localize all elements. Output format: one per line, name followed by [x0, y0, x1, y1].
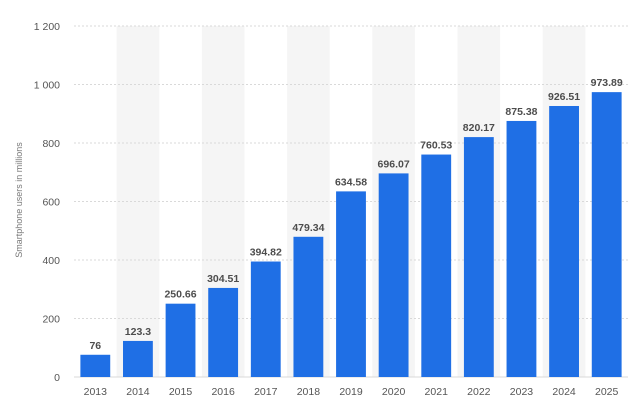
- bar-2019: [336, 191, 366, 377]
- value-labels: 76 123.3 250.66 304.51 394.82 479.34 634.58 696…: [89, 77, 622, 352]
- x-tick-label-2013: 2013: [84, 386, 108, 398]
- y-tick-label: 0: [54, 372, 60, 384]
- value-label-2021: 760.53: [420, 140, 452, 152]
- value-label-2018: 479.34: [292, 222, 324, 234]
- x-tick-label-2021: 2021: [425, 386, 449, 398]
- bar-2025: [591, 92, 622, 377]
- bar-2013: [80, 354, 111, 377]
- x-tick-label-2019: 2019: [339, 386, 363, 398]
- value-label-2024: 926.51: [548, 91, 580, 103]
- y-tick-label: 200: [42, 314, 60, 326]
- bar-2022: [463, 137, 494, 377]
- value-label-2017: 394.82: [250, 247, 282, 259]
- bar-2016: [208, 287, 239, 377]
- value-label-2022: 820.17: [463, 122, 495, 134]
- x-tick-label-2014: 2014: [126, 386, 150, 398]
- x-axis-ticks: 2013 2014 2015 2016 2017 2018 2019 2020 2021 2022…: [84, 386, 619, 398]
- bars: [80, 92, 622, 378]
- value-label-2015: 250.66: [164, 289, 196, 301]
- bar-2017: [250, 261, 281, 377]
- x-tick-label-2016: 2016: [211, 386, 235, 398]
- value-label-2025: 973.89: [591, 77, 623, 89]
- value-label-2014: 123.3: [125, 326, 151, 338]
- bar-2024: [549, 105, 579, 378]
- value-label-2019: 634.58: [335, 176, 367, 188]
- x-tick-label-2020: 2020: [382, 386, 406, 398]
- y-tick-label: 400: [42, 255, 60, 267]
- value-label-2023: 875.38: [505, 106, 537, 118]
- x-tick-label-2018: 2018: [297, 386, 321, 398]
- x-tick-label-2022: 2022: [467, 386, 491, 398]
- x-tick-label-2023: 2023: [510, 386, 534, 398]
- bar-2020: [378, 173, 409, 377]
- y-tick-label: 1 000: [34, 80, 60, 92]
- value-label-2013: 76: [89, 340, 101, 352]
- bar-2023: [506, 120, 537, 377]
- y-tick-label: 600: [42, 197, 60, 209]
- y-tick-label: 800: [42, 138, 60, 150]
- x-tick-label-2015: 2015: [169, 386, 193, 398]
- x-tick-label-2024: 2024: [552, 386, 576, 398]
- value-label-2020: 696.07: [378, 158, 410, 170]
- x-tick-label-2025: 2025: [595, 386, 619, 398]
- y-axis-ticks: 0 200 400 600 800 1 000 1 200: [34, 21, 60, 384]
- bar-2015: [165, 303, 196, 377]
- y-tick-label: 1 200: [34, 21, 60, 33]
- bar-2014: [123, 340, 153, 377]
- x-tick-label-2017: 2017: [254, 386, 278, 398]
- value-label-2016: 304.51: [207, 273, 239, 285]
- bar-2021: [421, 154, 452, 377]
- bar-2018: [293, 236, 324, 377]
- y-axis-title: Smartphone users in millions: [14, 142, 24, 258]
